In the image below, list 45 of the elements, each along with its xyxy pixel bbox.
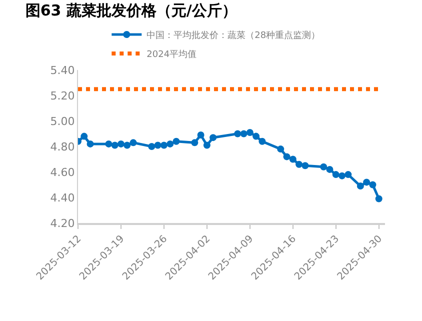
point [191,139,198,146]
point [363,178,370,186]
y-tick-label: 4.80 [50,140,75,154]
point [356,182,364,190]
point [277,146,284,153]
point [302,162,309,170]
point [111,142,118,149]
point [154,142,162,149]
point [197,132,204,139]
point [296,160,303,168]
point [258,138,266,145]
point [160,142,168,149]
point [326,166,334,173]
legend-label: 2024平均值 [146,49,197,60]
point [332,171,340,178]
y-tick-label: 4.40 [50,191,75,204]
point [320,163,328,170]
point [338,172,346,180]
point [80,132,88,140]
legend-label: 中国：平均批发价：蔬菜（28种重点监测） [146,30,320,41]
y-tick-label: 4.60 [50,166,75,179]
point [283,153,290,160]
point [252,132,260,140]
point [130,139,137,146]
point [117,140,124,148]
point [124,142,131,149]
y-tick-label: 5.40 [50,64,75,77]
point [172,138,180,145]
point [234,130,242,138]
point [246,128,254,136]
point [344,171,352,178]
point [86,140,94,148]
chart-title: 图63 蔬菜批发价格（元/公斤） [25,1,237,20]
point [240,130,248,138]
y-tick-label: 4.20 [50,216,75,230]
point [375,195,382,202]
point [210,134,217,142]
y-tick-label: 5.20 [50,89,75,102]
point [369,181,376,188]
point [289,156,296,163]
point [148,143,156,150]
point [105,140,112,148]
point [203,142,210,149]
y-tick-label: 5.00 [50,114,75,128]
point [166,140,174,148]
